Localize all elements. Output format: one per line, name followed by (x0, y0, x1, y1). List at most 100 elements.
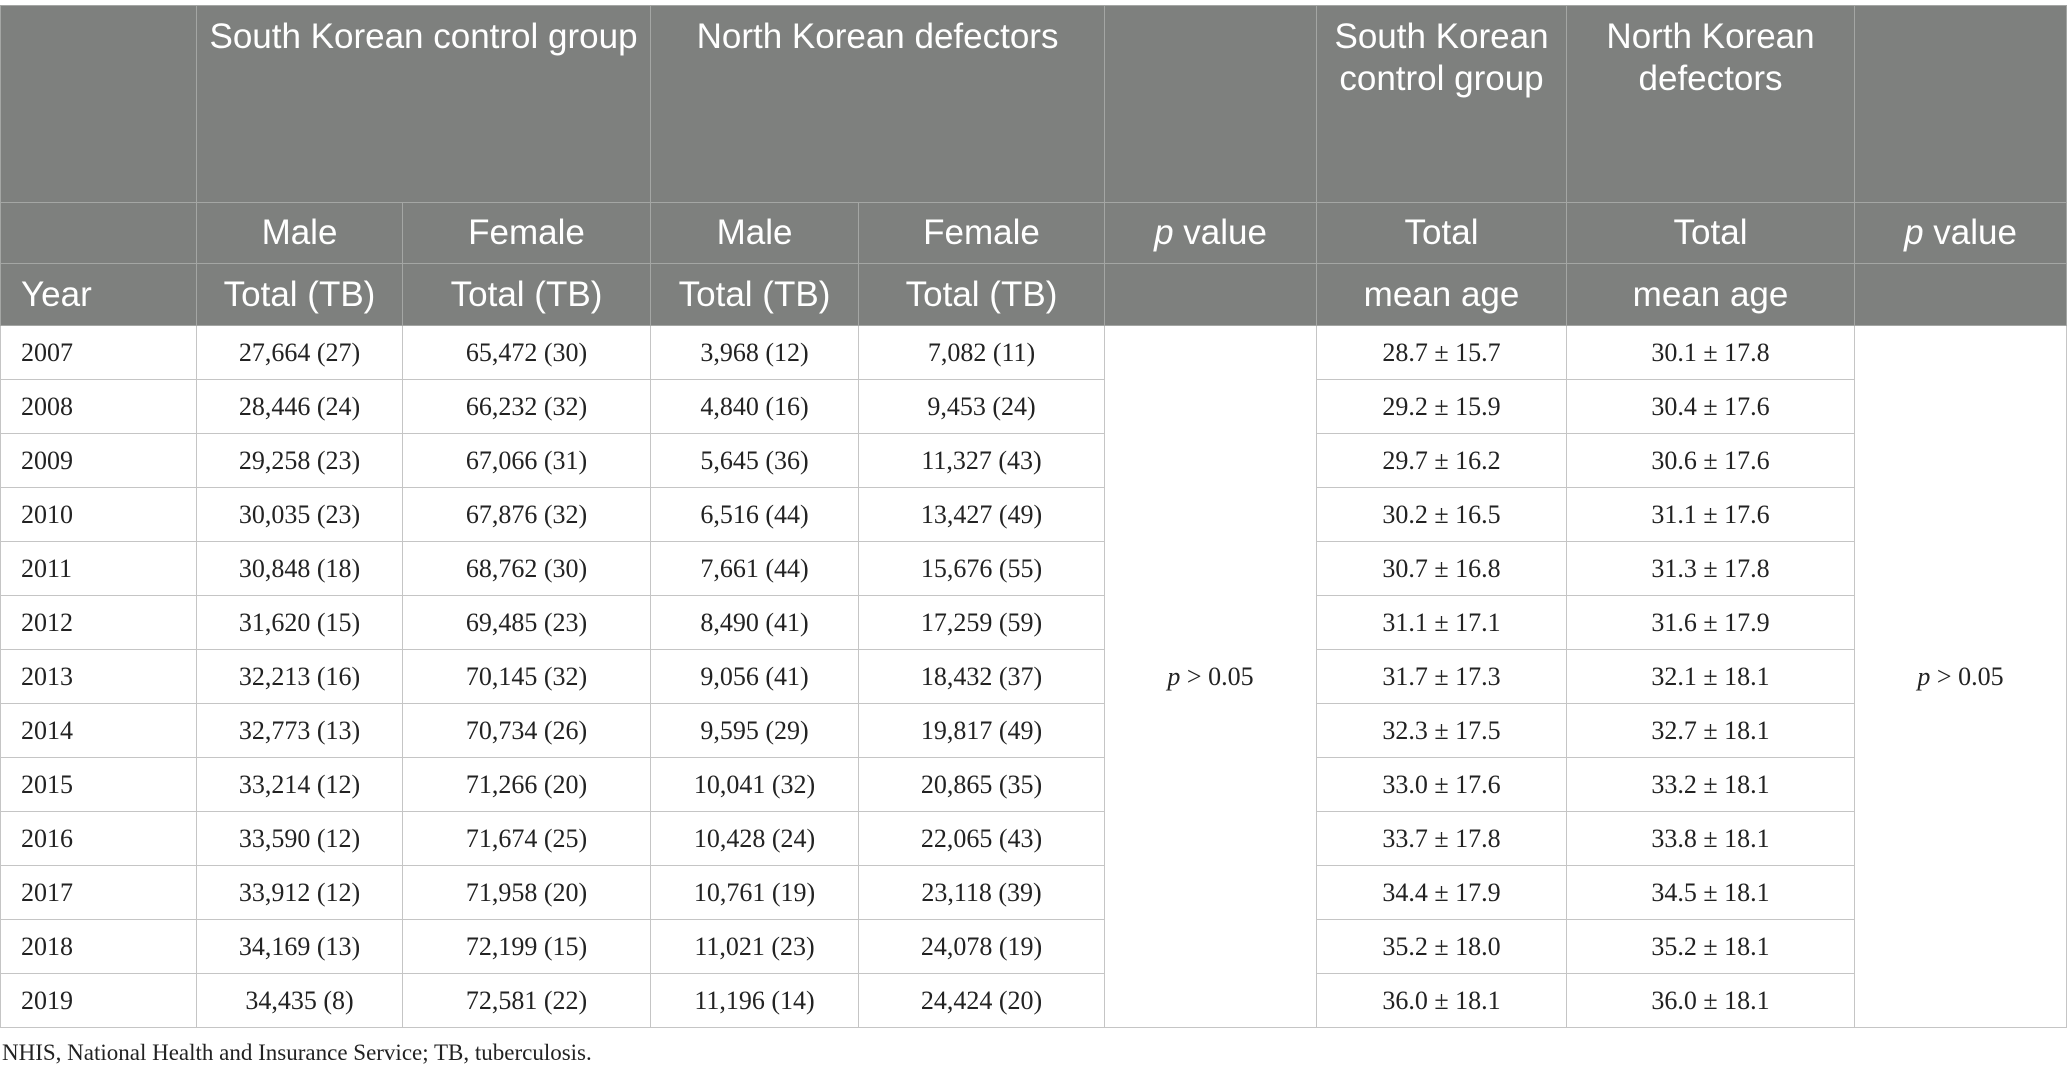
header-nk-male: Male (650, 202, 860, 264)
nk-mean-age-cell: 33.8 ± 18.1 (1566, 811, 1856, 866)
year-cell: 2010 (0, 487, 197, 542)
sk-mean-age-cell: 30.7 ± 16.8 (1316, 541, 1568, 596)
nk-male-total-tb-cell: 10,761 (19) (650, 865, 860, 920)
nk-female-total-tb-cell: 19,817 (49) (858, 703, 1106, 758)
nk-male-total-tb-cell: 5,645 (36) (650, 433, 860, 488)
table-body: 2007 27,664 (27) 65,472 (30) 3,968 (12) 7,08… (0, 325, 2068, 1028)
year-cell: 2014 (0, 703, 197, 758)
sk-male-total-tb-cell: 27,664 (27) (196, 325, 403, 380)
header-p-value-counts: p value (1104, 202, 1318, 264)
p-value-word: value (1933, 213, 2017, 252)
p-value-counts-cell: p > 0.05 (1104, 325, 1318, 1028)
year-cell: 2017 (0, 865, 197, 920)
table-row: 2012 31,620 (15) 69,485 (23) 8,490 (41) 17,2… (0, 595, 2067, 650)
nk-male-total-tb-cell: 8,490 (41) (650, 595, 860, 650)
nk-female-total-tb-cell: 7,082 (11) (858, 325, 1106, 380)
table-row: 2010 30,035 (23) 67,876 (32) 6,516 (44) 13,4… (0, 487, 2067, 542)
table-row: 2009 29,258 (23) 67,066 (31) 5,645 (36) 11,3… (0, 433, 2067, 488)
header-blank-cell (1104, 263, 1318, 326)
header-sk-male-total-tb: Total (TB) (196, 263, 403, 326)
year-cell: 2016 (0, 811, 197, 866)
year-cell: 2015 (0, 757, 197, 812)
sk-mean-age-cell: 33.0 ± 17.6 (1316, 757, 1568, 812)
year-cell: 2007 (0, 325, 197, 380)
header-row-subgroups: Male Female Male Female p value Total To… (0, 202, 2068, 264)
nk-male-total-tb-cell: 9,595 (29) (650, 703, 860, 758)
nk-mean-age-cell: 31.1 ± 17.6 (1566, 487, 1856, 542)
sk-mean-age-cell: 29.2 ± 15.9 (1316, 379, 1568, 434)
header-sk-mean-age: mean age (1316, 263, 1568, 326)
header-sk-control-group-age: South Korean control group (1316, 5, 1568, 203)
nk-male-total-tb-cell: 4,840 (16) (650, 379, 860, 434)
nk-mean-age-cell: 32.1 ± 18.1 (1566, 649, 1856, 704)
sk-female-total-tb-cell: 72,199 (15) (401, 919, 652, 974)
sk-mean-age-cell: 28.7 ± 15.7 (1316, 325, 1568, 380)
sk-male-total-tb-cell: 32,773 (13) (196, 703, 403, 758)
header-blank-cell (0, 5, 197, 203)
sk-mean-age-cell: 34.4 ± 17.9 (1316, 865, 1568, 920)
header-row-groups: South Korean control group North Korean … (0, 5, 2068, 203)
header-sk-total: Total (1316, 202, 1568, 264)
year-cell: 2019 (0, 973, 197, 1028)
nk-male-total-tb-cell: 7,661 (44) (650, 541, 860, 596)
header-blank-cell (1854, 263, 2068, 326)
sk-male-total-tb-cell: 28,446 (24) (196, 379, 403, 434)
sk-mean-age-cell: 31.7 ± 17.3 (1316, 649, 1568, 704)
nk-female-total-tb-cell: 24,424 (20) (858, 973, 1106, 1028)
header-blank-cell (1854, 5, 2068, 203)
nk-mean-age-cell: 31.6 ± 17.9 (1566, 595, 1856, 650)
sk-male-total-tb-cell: 30,848 (18) (196, 541, 403, 596)
sk-mean-age-cell: 30.2 ± 16.5 (1316, 487, 1568, 542)
nk-female-total-tb-cell: 11,327 (43) (858, 433, 1106, 488)
table-header: South Korean control group North Korean … (0, 5, 2068, 326)
sk-male-total-tb-cell: 32,213 (16) (196, 649, 403, 704)
sk-female-total-tb-cell: 72,581 (22) (401, 973, 652, 1028)
nk-female-total-tb-cell: 24,078 (19) (858, 919, 1106, 974)
nk-male-total-tb-cell: 11,196 (14) (650, 973, 860, 1028)
nk-mean-age-cell: 34.5 ± 18.1 (1566, 865, 1856, 920)
sk-mean-age-cell: 32.3 ± 17.5 (1316, 703, 1568, 758)
sk-female-total-tb-cell: 70,145 (32) (401, 649, 652, 704)
table-footnote: NHIS, National Health and Insurance Serv… (2, 1040, 592, 1065)
table-row: 2007 27,664 (27) 65,472 (30) 3,968 (12) 7,08… (0, 325, 2068, 1028)
table-row: 2014 32,773 (13) 70,734 (26) 9,595 (29) 19,8… (0, 703, 2067, 758)
year-cell: 2011 (0, 541, 197, 596)
data-table: South Korean control group North Korean … (0, 5, 2068, 1028)
header-row-measures: Year Total (TB) Total (TB) Total (TB) To… (0, 263, 2068, 326)
sk-mean-age-cell: 31.1 ± 17.1 (1316, 595, 1568, 650)
nk-female-total-tb-cell: 9,453 (24) (858, 379, 1106, 434)
year-cell: 2008 (0, 379, 197, 434)
sk-mean-age-cell: 33.7 ± 17.8 (1316, 811, 1568, 866)
sk-male-total-tb-cell: 33,912 (12) (196, 865, 403, 920)
sk-female-total-tb-cell: 69,485 (23) (401, 595, 652, 650)
header-nk-male-total-tb: Total (TB) (650, 263, 860, 326)
year-cell: 2018 (0, 919, 197, 974)
nk-female-total-tb-cell: 20,865 (35) (858, 757, 1106, 812)
p-letter: p (1154, 213, 1174, 252)
sk-mean-age-cell: 36.0 ± 18.1 (1316, 973, 1568, 1028)
sk-male-total-tb-cell: 31,620 (15) (196, 595, 403, 650)
nk-male-total-tb-cell: 10,428 (24) (650, 811, 860, 866)
header-nk-defectors-age: North Korean defectors (1566, 5, 1856, 203)
nk-female-total-tb-cell: 15,676 (55) (858, 541, 1106, 596)
nk-male-total-tb-cell: 6,516 (44) (650, 487, 860, 542)
nk-female-total-tb-cell: 22,065 (43) (858, 811, 1106, 866)
sk-female-total-tb-cell: 67,066 (31) (401, 433, 652, 488)
header-nk-mean-age: mean age (1566, 263, 1856, 326)
sk-male-total-tb-cell: 33,214 (12) (196, 757, 403, 812)
p-value-word: value (1183, 213, 1267, 252)
p-value-age-cell: p > 0.05 (1854, 325, 2068, 1028)
nk-mean-age-cell: 31.3 ± 17.8 (1566, 541, 1856, 596)
nk-female-total-tb-cell: 17,259 (59) (858, 595, 1106, 650)
sk-male-total-tb-cell: 29,258 (23) (196, 433, 403, 488)
header-nk-female: Female (858, 202, 1106, 264)
table-row: 2018 34,169 (13) 72,199 (15) 11,021 (23) 24,… (0, 919, 2067, 974)
sk-male-total-tb-cell: 33,590 (12) (196, 811, 403, 866)
header-nk-defectors: North Korean defectors (650, 5, 1106, 203)
sk-female-total-tb-cell: 68,762 (30) (401, 541, 652, 596)
sk-female-total-tb-cell: 71,958 (20) (401, 865, 652, 920)
header-blank-cell (1104, 5, 1318, 203)
nk-mean-age-cell: 35.2 ± 18.1 (1566, 919, 1856, 974)
nk-mean-age-cell: 33.2 ± 18.1 (1566, 757, 1856, 812)
header-sk-control-group: South Korean control group (195, 5, 652, 203)
